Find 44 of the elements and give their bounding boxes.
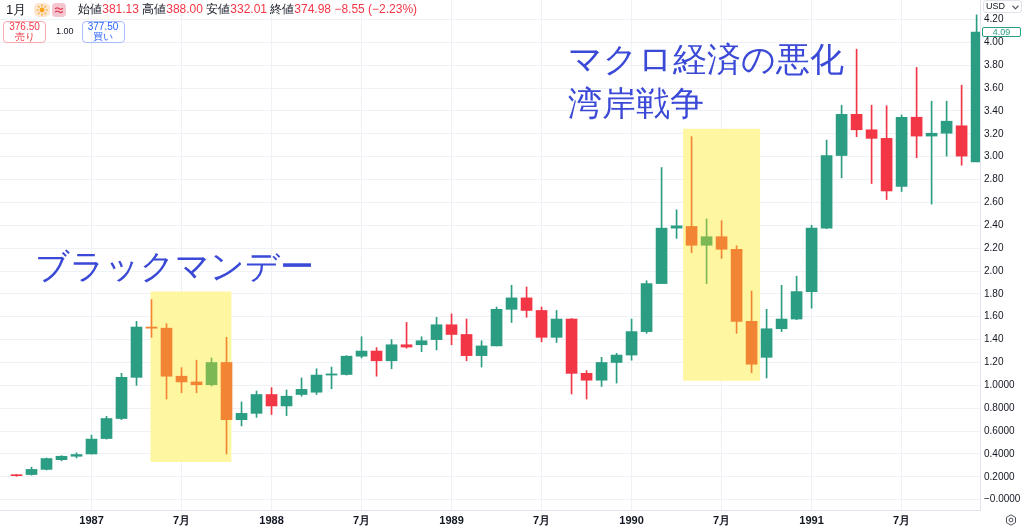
y-tick-label: 1.60 — [984, 310, 1004, 322]
band-label: マクロ経済の悪化湾岸戦争 — [567, 38, 844, 123]
y-tick-label: −0.0000 — [984, 493, 1021, 505]
annotation: 4.09 — [992, 26, 1011, 37]
x-tick-label: 1989 — [439, 513, 464, 526]
chart-title: 1月 — [6, 1, 27, 17]
x-tick-label: 1990 — [619, 513, 644, 526]
y-tick-label: 4.20 — [984, 13, 1004, 25]
y-tick-label: 2.00 — [984, 264, 1004, 276]
y-tick-label: 1.40 — [984, 333, 1004, 345]
y-tick-label: 3.60 — [984, 81, 1004, 93]
y-tick-label: 3.40 — [984, 104, 1004, 116]
band-label: ブラックマンデー — [35, 245, 315, 286]
y-tick-label: 0.8000 — [984, 401, 1016, 413]
y-tick-label: 0.4000 — [984, 447, 1016, 459]
y-tick-label: 1.0000 — [984, 379, 1016, 391]
y-tick-label: 0.2000 — [984, 470, 1016, 482]
y-tick-label: 3.80 — [984, 58, 1004, 70]
x-tick-label: 7月 — [172, 513, 191, 526]
x-tick-label: 7月 — [352, 513, 371, 526]
x-tick-label: 1991 — [799, 513, 824, 526]
y-tick-label: 3.00 — [984, 150, 1004, 162]
currency-dropdown[interactable] — [983, 0, 1022, 13]
y-tick-label: 2.80 — [984, 173, 1004, 185]
y-tick-label: 3.20 — [984, 127, 1004, 139]
x-tick-label: 7月 — [893, 513, 911, 526]
y-tick-label: 2.40 — [984, 219, 1004, 231]
y-axis-title: USD — [986, 1, 1006, 12]
y-tick-label: 1.80 — [984, 287, 1004, 299]
buy-button[interactable] — [81, 21, 125, 43]
y-tick-label: 0.6000 — [984, 424, 1016, 436]
x-tick-label: 1987 — [79, 513, 104, 526]
text: 始値381.13 高値388.00 安値332.01 終値374.98 −8.55 (−2.23%) — [78, 2, 418, 17]
x-tick-label: 7月 — [713, 513, 731, 526]
sell-button[interactable] — [3, 21, 46, 43]
annotation: 377.50 買い — [87, 21, 119, 43]
annotation: 376.50 売り — [9, 21, 41, 43]
x-tick-label: 7月 — [533, 513, 551, 526]
annotation: 1.00 — [56, 26, 74, 37]
y-tick-label: 2.20 — [984, 241, 1004, 253]
y-tick-label: 2.60 — [984, 196, 1004, 208]
x-tick-label: 1988 — [259, 513, 284, 526]
y-tick-label: 4.00 — [984, 36, 1004, 48]
y-tick-label: 1.20 — [984, 356, 1004, 368]
